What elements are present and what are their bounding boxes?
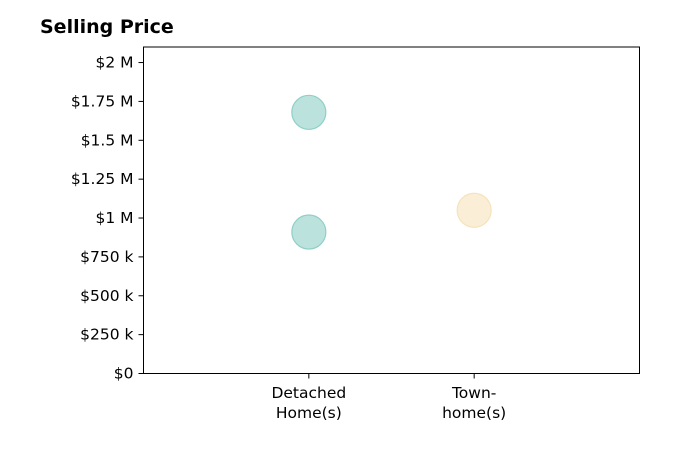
y-tick-label: $1.75 M (71, 92, 134, 110)
y-axis: $0 $250 k $500 k $750 k $1 M $1.25 M $1.5 M $1.… (71, 54, 144, 383)
y-tick-label: $1.5 M (81, 131, 134, 149)
data-point-townhome (456, 192, 492, 228)
x-axis: Detached Home(s) Town-home(s) (271, 373, 506, 422)
y-tick-label: $2 M (95, 54, 133, 72)
y-tick-label: $1 M (95, 209, 133, 227)
y-tick-label: $250 k (80, 326, 133, 344)
x-tick-label-line: home(s) (442, 404, 506, 422)
plot-frame (143, 46, 640, 374)
y-tick-label: $0 (114, 365, 134, 383)
chart-title: Selling Price (40, 16, 174, 38)
x-tick-label-townhome: Town-home(s) (442, 384, 506, 422)
x-tick-label-line: Town- (451, 384, 496, 402)
y-tick-label: $500 k (80, 287, 133, 305)
x-tick-label-detached: Detached Home(s) (271, 384, 346, 422)
data-point-detached (291, 214, 327, 250)
data-point-detached (291, 94, 327, 130)
y-tick-label: $1.25 M (71, 170, 134, 188)
data-points (291, 94, 492, 250)
y-tick-label: $750 k (80, 248, 133, 266)
x-tick-label-line: Detached (271, 384, 346, 402)
x-tick-label-line: Home(s) (276, 404, 342, 422)
